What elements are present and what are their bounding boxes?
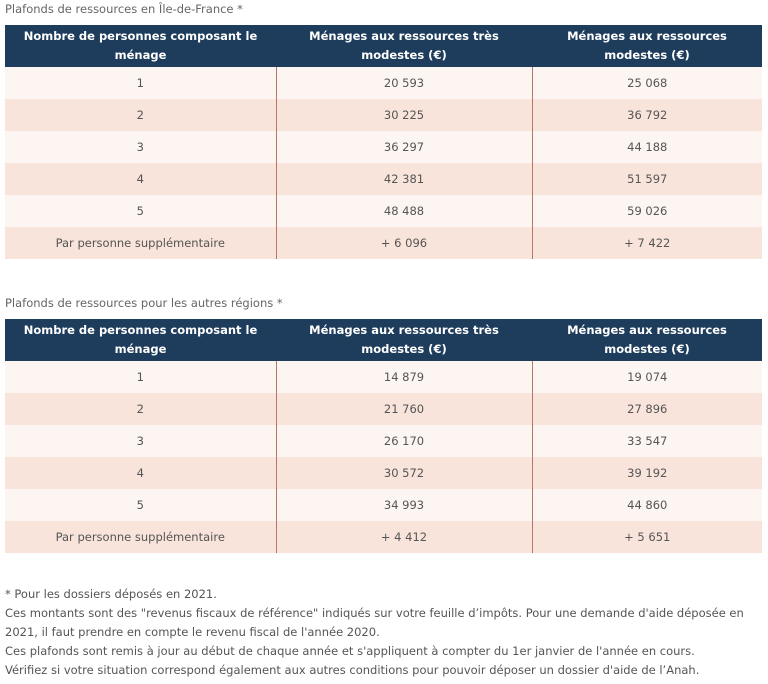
household-size-cell: 4: [5, 457, 276, 489]
household-size-cell: 3: [5, 131, 276, 163]
very-modest-cell: 30 572: [275, 457, 532, 489]
very-modest-cell: 36 297: [275, 131, 532, 163]
household-size-cell: 2: [5, 99, 276, 131]
very-modest-cell: 42 381: [275, 163, 532, 195]
table-row: Par personne supplémentaire + 6 096 + 7 …: [5, 227, 762, 259]
table-row: 3 36 297 44 188: [5, 131, 762, 163]
idf-income-ceiling-table: Nombre de personnes composant le ménage …: [5, 25, 762, 259]
footnote-asterisk: * Pour les dossiers déposés en 2021.: [5, 587, 217, 601]
household-size-cell: Par personne supplémentaire: [5, 521, 276, 553]
other-regions-income-ceiling-table: Nombre de personnes composant le ménage …: [5, 319, 762, 553]
very-modest-cell: + 4 412: [275, 521, 532, 553]
very-modest-cell: 34 993: [275, 489, 532, 521]
table-header-row: Nombre de personnes composant le ménage …: [5, 25, 762, 67]
footnote-conditions: Vérifiez si votre situation correspond é…: [5, 663, 700, 677]
modest-cell: 51 597: [531, 163, 762, 195]
household-size-header: Nombre de personnes composant le ménage: [5, 319, 276, 361]
modest-cell: + 7 422: [531, 227, 762, 259]
modest-cell: 59 026: [531, 195, 762, 227]
very-modest-cell: 20 593: [275, 67, 532, 99]
modest-header: Ménages aux ressources modestes (€): [532, 25, 762, 67]
household-size-cell: 4: [5, 163, 276, 195]
modest-cell: 39 192: [531, 457, 762, 489]
other-regions-table-caption: Plafonds de ressources pour les autres r…: [5, 296, 283, 310]
table-row: 1 14 879 19 074: [5, 361, 762, 393]
household-size-cell: 3: [5, 425, 276, 457]
household-size-cell: Par personne supplémentaire: [5, 227, 276, 259]
household-size-cell: 1: [5, 67, 276, 99]
footnote-revenus-fiscaux: Ces montants sont des "revenus fiscaux d…: [5, 606, 744, 639]
modest-cell: 33 547: [531, 425, 762, 457]
household-size-cell: 5: [5, 195, 276, 227]
table-row: 4 42 381 51 597: [5, 163, 762, 195]
modest-cell: 44 860: [531, 489, 762, 521]
modest-cell: 25 068: [531, 67, 762, 99]
very-modest-cell: 30 225: [275, 99, 532, 131]
table-row: Par personne supplémentaire + 4 412 + 5 …: [5, 521, 762, 553]
very-modest-cell: 21 760: [275, 393, 532, 425]
modest-cell: 44 188: [531, 131, 762, 163]
table-row: 3 26 170 33 547: [5, 425, 762, 457]
modest-header: Ménages aux ressources modestes (€): [532, 319, 762, 361]
table-row: 5 34 993 44 860: [5, 489, 762, 521]
very-modest-header: Ménages aux ressources très modestes (€): [276, 319, 532, 361]
footnotes: * Pour les dossiers déposés en 2021. Ces…: [5, 585, 760, 680]
household-size-cell: 1: [5, 361, 276, 393]
modest-cell: + 5 651: [531, 521, 762, 553]
modest-cell: 36 792: [531, 99, 762, 131]
very-modest-cell: 48 488: [275, 195, 532, 227]
household-size-header: Nombre de personnes composant le ménage: [5, 25, 276, 67]
very-modest-cell: 26 170: [275, 425, 532, 457]
table-row: 2 30 225 36 792: [5, 99, 762, 131]
idf-table-caption: Plafonds de ressources en Île-de-France …: [5, 2, 243, 16]
table-header-row: Nombre de personnes composant le ménage …: [5, 319, 762, 361]
table-row: 5 48 488 59 026: [5, 195, 762, 227]
household-size-cell: 2: [5, 393, 276, 425]
table-row: 1 20 593 25 068: [5, 67, 762, 99]
household-size-cell: 5: [5, 489, 276, 521]
modest-cell: 27 896: [531, 393, 762, 425]
modest-cell: 19 074: [531, 361, 762, 393]
very-modest-cell: + 6 096: [275, 227, 532, 259]
very-modest-cell: 14 879: [275, 361, 532, 393]
footnote-mise-a-jour: Ces plafonds sont remis à jour au début …: [5, 644, 695, 658]
table-row: 2 21 760 27 896: [5, 393, 762, 425]
table-row: 4 30 572 39 192: [5, 457, 762, 489]
very-modest-header: Ménages aux ressources très modestes (€): [276, 25, 532, 67]
